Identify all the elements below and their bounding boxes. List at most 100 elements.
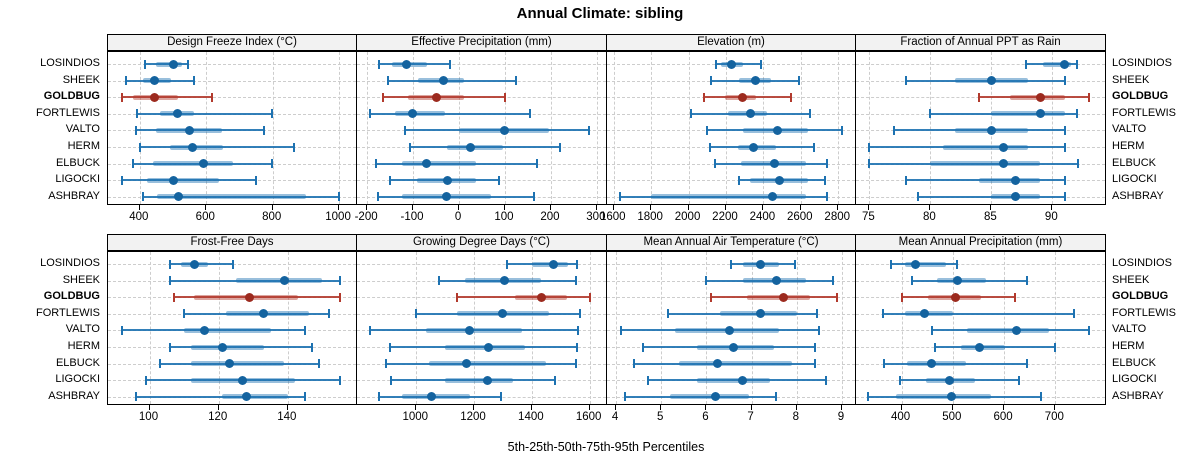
percentile-range-line xyxy=(416,312,580,315)
panel-strip-header: Elevation (m) xyxy=(606,34,856,51)
x-axis-tick xyxy=(951,405,953,410)
horizontal-gridline xyxy=(108,64,356,65)
x-axis-tick xyxy=(837,205,839,210)
vertical-gridline xyxy=(589,252,591,404)
x-axis-tick-label: 400 xyxy=(129,211,149,223)
median-dot xyxy=(217,342,227,352)
x-axis-tick xyxy=(687,205,689,210)
median-dot xyxy=(950,292,960,302)
range-end-cap xyxy=(956,259,959,269)
percentile-range-line xyxy=(387,79,516,82)
range-end-cap xyxy=(368,109,371,119)
median-dot xyxy=(1011,192,1021,202)
x-axis-tick xyxy=(338,205,340,210)
range-end-cap xyxy=(1075,59,1078,69)
range-end-cap xyxy=(898,375,901,385)
range-end-cap xyxy=(377,59,380,69)
x-axis-tick xyxy=(415,405,417,410)
median-dot xyxy=(438,76,448,86)
vertical-gridline xyxy=(1004,252,1006,404)
range-end-cap xyxy=(263,125,266,135)
range-end-cap xyxy=(619,192,622,202)
site-label-left: VALTO xyxy=(65,323,100,336)
percentile-range-line xyxy=(620,195,827,198)
x-axis-tick xyxy=(990,205,992,210)
range-end-cap xyxy=(132,159,135,169)
site-label-left: LOSINDIOS xyxy=(40,57,100,69)
median-dot xyxy=(975,342,985,352)
range-end-cap xyxy=(689,109,692,119)
percentile-range-line xyxy=(918,195,1065,198)
vertical-gridline xyxy=(596,52,598,204)
site-label-left: LIGOCKI xyxy=(55,373,100,386)
x-axis-tick-label: 2400 xyxy=(749,211,776,223)
median-dot xyxy=(1035,92,1045,102)
horizontal-gridline xyxy=(856,264,1105,265)
vertical-gridline xyxy=(763,52,765,204)
site-label-right: VALTO xyxy=(1112,323,1147,336)
median-dot xyxy=(986,125,996,135)
range-end-cap xyxy=(823,175,826,185)
x-axis-tick-label: 1400 xyxy=(518,411,544,423)
range-end-cap xyxy=(311,342,314,352)
median-dot xyxy=(174,192,184,202)
range-end-cap xyxy=(813,342,816,352)
percentile-range-line xyxy=(159,362,319,365)
median-dot xyxy=(919,309,929,319)
percentile-range-line xyxy=(930,112,1077,115)
median-dot xyxy=(150,76,160,86)
range-end-cap xyxy=(714,59,717,69)
median-dot xyxy=(778,292,788,302)
range-end-cap xyxy=(1076,159,1079,169)
site-label-left: SHEEK xyxy=(62,273,100,286)
percentile-range-line xyxy=(375,162,538,165)
vertical-gridline xyxy=(841,252,843,404)
vertical-gridline xyxy=(474,252,476,404)
range-end-cap xyxy=(826,159,828,169)
x-axis-tick xyxy=(549,205,551,210)
percentile-range-line xyxy=(647,379,827,382)
range-end-cap xyxy=(738,175,741,185)
range-end-cap xyxy=(304,325,307,335)
panel-plot-area xyxy=(356,251,607,405)
range-end-cap xyxy=(978,92,981,102)
range-end-cap xyxy=(528,109,531,119)
panel-strip-header: Effective Precipitation (mm) xyxy=(356,34,607,51)
median-dot xyxy=(926,359,936,369)
range-end-cap xyxy=(403,125,406,135)
x-axis-tick-label: 6 xyxy=(702,411,709,423)
vertical-gridline xyxy=(206,52,208,204)
percentile-range-line xyxy=(144,63,188,65)
median-dot xyxy=(499,276,509,286)
percentile-range-line xyxy=(931,329,1090,332)
range-end-cap xyxy=(882,309,885,319)
median-dot xyxy=(537,292,547,302)
panel-strip-header: Frost-Free Days xyxy=(107,234,357,251)
horizontal-gridline xyxy=(357,64,606,65)
percentile-range-line xyxy=(869,162,1078,165)
x-axis-tick-label: 1200 xyxy=(460,411,486,423)
site-label-left: ASHBRAY xyxy=(48,189,100,202)
range-end-cap xyxy=(1087,92,1090,102)
range-end-cap xyxy=(836,292,839,302)
panel-plot-area xyxy=(107,51,357,205)
x-axis-tick-label: 500 xyxy=(942,411,962,423)
percentile-range-line xyxy=(703,96,792,99)
percentile-range-line xyxy=(121,96,212,99)
range-end-cap xyxy=(929,109,932,119)
range-end-cap xyxy=(1026,276,1029,286)
x-axis-tick-label: 1600 xyxy=(575,411,602,423)
percentile-range-line xyxy=(709,146,814,148)
percentile-range-line xyxy=(170,346,313,348)
x-axis-tick xyxy=(840,405,842,410)
median-dot xyxy=(749,142,759,152)
panel-plot-area xyxy=(855,51,1106,205)
panel-strip-header: Fraction of Annual PPT as Rain xyxy=(855,34,1106,51)
percentile-range-line xyxy=(906,79,1065,82)
vertical-gridline xyxy=(272,52,274,204)
percentile-range-line xyxy=(891,263,958,265)
x-axis-tick-label: 120 xyxy=(208,411,228,423)
vertical-gridline xyxy=(952,252,954,404)
site-label-right: ELBUCK xyxy=(1112,356,1157,369)
